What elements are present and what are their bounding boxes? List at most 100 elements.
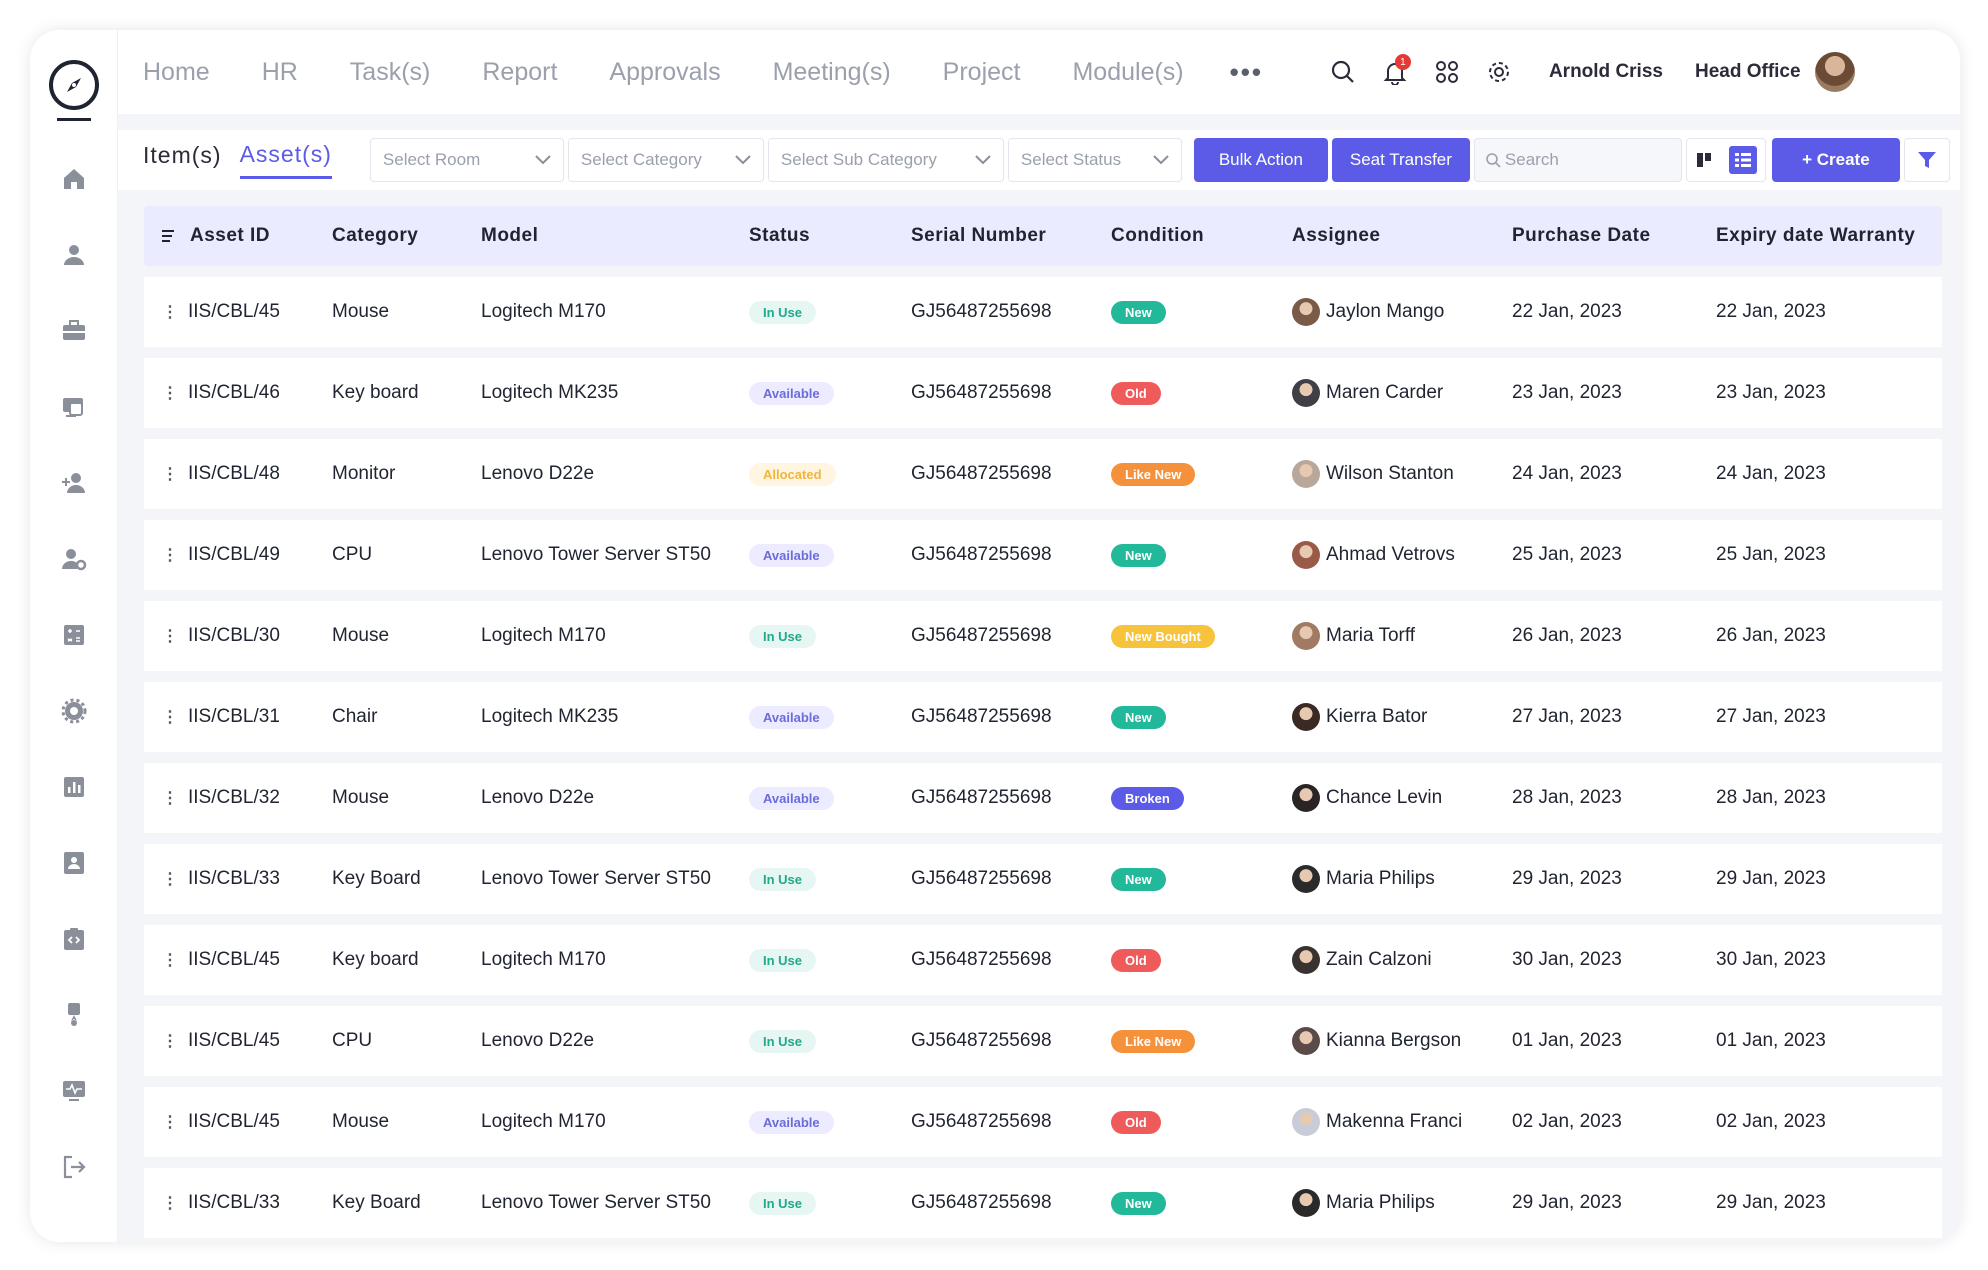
table-row[interactable]: ⋮ IIS/CBL/48 Monitor Lenovo D22e Allocated GJ… — [144, 439, 1942, 509]
cell-purchase-date: 28 Jan, 2023 — [1512, 787, 1622, 808]
cell-category: Mouse — [332, 625, 390, 646]
search-input[interactable]: Search — [1473, 138, 1682, 182]
compass-logo-icon[interactable] — [48, 60, 99, 110]
cell-status: Allocated — [749, 462, 911, 486]
cell-purchase-date: 26 Jan, 2023 — [1512, 625, 1622, 646]
row-menu-icon[interactable]: ⋮ — [162, 547, 178, 564]
table-row[interactable]: ⋮ IIS/CBL/49 CPU Lenovo Tower Server ST50 Av… — [144, 520, 1942, 590]
row-menu-icon[interactable]: ⋮ — [162, 790, 178, 807]
tab-assets[interactable]: Asset(s) — [239, 141, 332, 179]
briefcase-icon[interactable] — [30, 293, 118, 369]
nav-item-task-s[interactable]: Task(s) — [349, 57, 431, 86]
row-menu-icon[interactable]: ⋮ — [162, 628, 178, 645]
header-serial-number[interactable]: Serial Number — [911, 225, 1047, 246]
header-category[interactable]: Category — [332, 225, 419, 246]
table-row[interactable]: ⋮ IIS/CBL/45 Mouse Logitech M170 In Use GJ564… — [144, 277, 1942, 347]
avatar — [1292, 1027, 1320, 1055]
table-row[interactable]: ⋮ IIS/CBL/45 Mouse Logitech M170 Available GJ… — [144, 1087, 1942, 1157]
nav-item-meeting-s[interactable]: Meeting(s) — [772, 57, 891, 86]
nav-item-home[interactable]: Home — [143, 57, 210, 86]
logout-icon[interactable] — [30, 1129, 118, 1205]
row-menu-icon[interactable]: ⋮ — [162, 385, 178, 402]
nav-item-hr[interactable]: HR — [261, 57, 298, 86]
user-name[interactable]: Arnold Criss — [1548, 61, 1663, 82]
list-view-icon[interactable] — [1728, 146, 1757, 174]
sort-icon[interactable] — [162, 229, 178, 243]
table-row[interactable]: ⋮ IIS/CBL/33 Key Board Lenovo Tower Server … — [144, 1168, 1942, 1238]
row-menu-icon[interactable]: ⋮ — [162, 709, 178, 726]
gear-icon[interactable] — [1479, 52, 1519, 92]
row-menu-icon[interactable]: ⋮ — [162, 1195, 178, 1212]
user-avatar[interactable] — [1814, 52, 1855, 92]
row-menu-icon[interactable]: ⋮ — [162, 1114, 178, 1131]
table-row[interactable]: ⋮ IIS/CBL/30 Mouse Logitech M170 In Use GJ564… — [144, 601, 1942, 671]
row-menu-icon[interactable]: ⋮ — [162, 1033, 178, 1050]
header-asset-id[interactable]: Asset ID — [144, 225, 332, 247]
header-purchase-date[interactable]: Purchase Date — [1512, 225, 1651, 246]
table-header: Asset ID Category Model Status Serial Number… — [144, 206, 1942, 266]
row-menu-icon[interactable]: ⋮ — [162, 871, 178, 888]
activity-monitor-icon[interactable] — [30, 1053, 118, 1129]
table-row[interactable]: ⋮ IIS/CBL/32 Mouse Lenovo D22e Available GJ56… — [144, 763, 1942, 833]
bell-icon[interactable]: 1 — [1375, 52, 1415, 92]
table-row[interactable]: ⋮ IIS/CBL/45 Key board Logitech M170 In Use G… — [144, 925, 1942, 995]
table-row[interactable]: ⋮ IIS/CBL/46 Key board Logitech MK235 Availa… — [144, 358, 1942, 428]
cell-purchase-date: 23 Jan, 2023 — [1512, 382, 1622, 403]
settings-icon[interactable] — [30, 673, 118, 749]
cell-assignee: Ahmad Vetrovs — [1292, 541, 1512, 569]
nav-item-project[interactable]: Project — [942, 57, 1021, 86]
assignee-name: Zain Calzoni — [1326, 949, 1432, 970]
chart-icon[interactable] — [30, 749, 118, 825]
select-status-dropdown[interactable]: Select Status — [1007, 138, 1182, 182]
cell-model: Lenovo Tower Server ST50 — [481, 544, 711, 565]
cell-purchase-date: 02 Jan, 2023 — [1512, 1111, 1622, 1132]
calculator-icon[interactable] — [30, 597, 118, 673]
create-button[interactable]: + Create — [1771, 138, 1900, 182]
row-menu-icon[interactable]: ⋮ — [162, 304, 178, 321]
search-icon[interactable] — [1323, 52, 1363, 92]
table-row[interactable]: ⋮ IIS/CBL/33 Key Board Lenovo Tower Server … — [144, 844, 1942, 914]
cell-asset-id: ⋮ IIS/CBL/46 — [144, 382, 332, 404]
contact-card-icon[interactable] — [30, 825, 118, 901]
award-icon[interactable] — [30, 977, 118, 1053]
user-settings-icon[interactable] — [30, 521, 118, 597]
code-clipboard-icon[interactable] — [30, 901, 118, 977]
select-category-dropdown[interactable]: Select Category — [567, 138, 764, 182]
filter-icon[interactable] — [1903, 138, 1950, 182]
row-menu-icon[interactable]: ⋮ — [162, 466, 178, 483]
row-menu-icon[interactable]: ⋮ — [162, 952, 178, 969]
table-row[interactable]: ⋮ IIS/CBL/31 Chair Logitech MK235 Available G… — [144, 682, 1942, 752]
bulk-action-button[interactable]: Bulk Action — [1193, 138, 1328, 182]
cell-assignee: Kierra Bator — [1292, 703, 1512, 731]
nav-item-module-s[interactable]: Module(s) — [1072, 57, 1184, 86]
seat-transfer-button[interactable]: Seat Transfer — [1331, 138, 1470, 182]
home-icon[interactable] — [30, 141, 118, 217]
apps-grid-icon[interactable] — [1427, 52, 1467, 92]
header-status[interactable]: Status — [749, 225, 811, 246]
cell-asset-id: ⋮ IIS/CBL/49 — [144, 544, 332, 566]
more-nav-button[interactable]: ••• — [1229, 56, 1263, 87]
select-room-dropdown[interactable]: Select Room — [369, 138, 564, 182]
board-view-icon[interactable] — [1695, 151, 1713, 169]
header-expiry-warranty[interactable]: Expiry date Warranty — [1716, 225, 1916, 246]
cell-purchase-date: 01 Jan, 2023 — [1512, 1030, 1622, 1051]
cell-assignee: Makenna Franci — [1292, 1108, 1512, 1136]
add-user-icon[interactable] — [30, 445, 118, 521]
monitor-icon[interactable] — [30, 369, 118, 445]
header-assignee[interactable]: Assignee — [1292, 225, 1381, 246]
nav-item-approvals[interactable]: Approvals — [609, 57, 721, 86]
cell-purchase-date: 25 Jan, 2023 — [1512, 544, 1622, 565]
avatar — [1292, 1108, 1320, 1136]
header-condition[interactable]: Condition — [1111, 225, 1205, 246]
cell-model: Logitech MK235 — [481, 382, 619, 403]
office-selector[interactable]: Head Office — [1694, 61, 1801, 82]
header-model[interactable]: Model — [481, 225, 539, 246]
cell-serial-number: GJ56487255698 — [911, 868, 1052, 889]
assignee-name: Kianna Bergson — [1326, 1030, 1462, 1051]
nav-item-report[interactable]: Report — [482, 57, 558, 86]
cell-category: Key board — [332, 949, 419, 970]
select-sub-category-dropdown[interactable]: Select Sub Category — [767, 138, 1004, 182]
table-row[interactable]: ⋮ IIS/CBL/45 CPU Lenovo D22e In Use GJ5648725… — [144, 1006, 1942, 1076]
user-icon[interactable] — [30, 217, 118, 293]
tab-items[interactable]: Item(s) — [143, 141, 222, 168]
